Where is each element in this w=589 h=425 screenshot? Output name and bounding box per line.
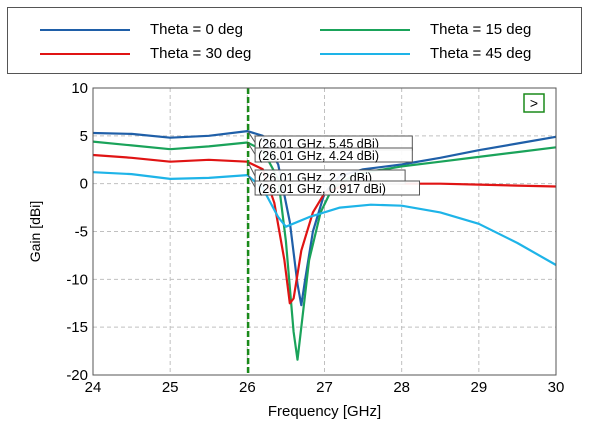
legend-label: Theta = 30 deg (150, 45, 252, 62)
legend-label: Theta = 45 deg (430, 45, 532, 62)
legend: Theta = 0 deg Theta = 15 deg Theta = 30 de… (7, 7, 582, 74)
x-tick-label: 29 (470, 379, 487, 396)
legend-swatch (40, 53, 130, 55)
series-line-3 (92, 171, 557, 266)
y-tick-label: 5 (80, 128, 88, 145)
x-tick-label: 24 (85, 379, 102, 396)
annotation-label: (26.01 GHz, 4.24 dBi) (258, 149, 379, 163)
x-tick-label: 26 (239, 379, 256, 396)
expand-button-label: > (530, 95, 538, 111)
plot-frame (92, 87, 557, 376)
x-axis-label: Frequency [GHz] (268, 403, 381, 420)
series-lines (92, 130, 557, 361)
axes: 24 25 26 27 28 29 30 -20 -15 -10 -5 0 5 10 (66, 80, 564, 396)
annotation-box (254, 147, 413, 163)
y-axis-label: Gain [dBi] (27, 201, 43, 262)
annotation-label: (26.01 GHz, 0.917 dBi) (258, 182, 386, 196)
y-tick-label: -10 (66, 271, 88, 288)
y-tick-label: 0 (80, 176, 88, 193)
y-tick-label: -5 (75, 224, 88, 241)
marker-annotations: (26.01 GHz, 5.45 dBi)(26.01 GHz, 4.24 dB… (247, 131, 421, 196)
legend-swatch (320, 53, 410, 55)
y-tick-label: -15 (66, 319, 88, 336)
legend-swatch (40, 29, 130, 31)
x-tick-label: 30 (548, 379, 565, 396)
y-tick-label: 10 (71, 80, 88, 97)
annotation-box (254, 180, 421, 196)
legend-swatch (320, 29, 410, 31)
series-line-1 (92, 140, 557, 361)
expand-button[interactable]: > (523, 93, 545, 113)
legend-label: Theta = 0 deg (150, 21, 243, 38)
series-line-2 (92, 153, 557, 305)
x-tick-label: 28 (393, 379, 410, 396)
y-tick-label: -20 (66, 367, 88, 384)
series-line-0 (92, 130, 557, 307)
x-tick-label: 27 (316, 379, 333, 396)
grid-lines (92, 87, 557, 376)
legend-label: Theta = 15 deg (430, 21, 532, 38)
x-tick-label: 25 (162, 379, 179, 396)
